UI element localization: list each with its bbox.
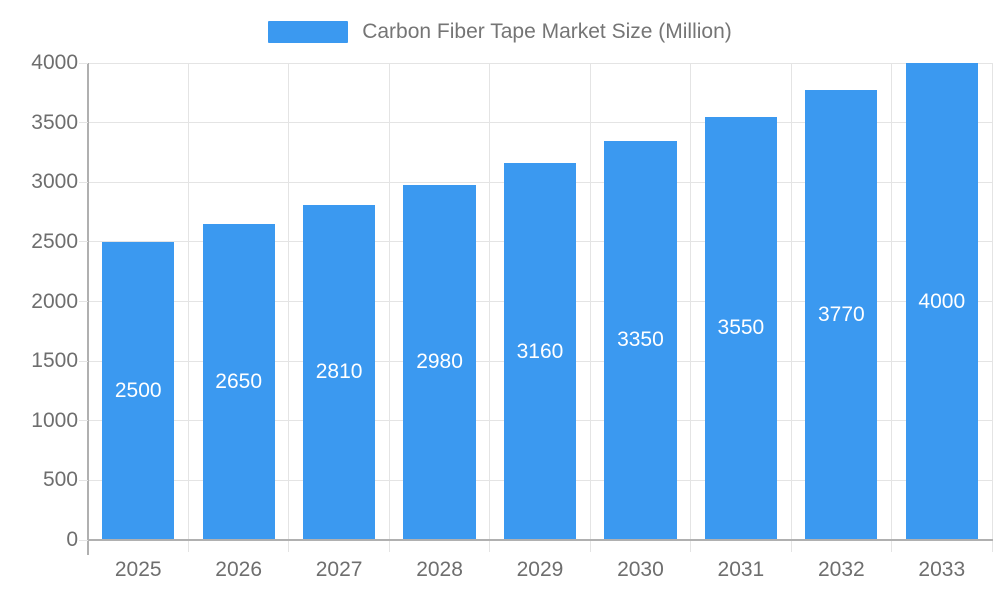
y-tick (79, 62, 88, 64)
gridline-horizontal (88, 122, 992, 124)
y-tick (79, 539, 88, 541)
x-tick (288, 541, 290, 552)
bar-2026[interactable]: 2650 (202, 224, 275, 540)
y-axis-tick-label: 4000 (31, 51, 78, 74)
bar-value-label: 2650 (215, 370, 263, 393)
gridline-vertical (690, 63, 692, 540)
legend-item[interactable]: Carbon Fiber Tape Market Size (Million) (0, 12, 1000, 52)
x-axis-corner-tick (87, 541, 89, 555)
plot-area: 2500 2650 2810 2980 3160 3350 3550 3770 4000 (88, 62, 993, 540)
x-tick (589, 541, 591, 552)
y-axis-tick-label: 500 (42, 468, 78, 492)
gridline-vertical (187, 63, 189, 540)
bar-value-label: 2500 (114, 378, 162, 402)
y-tick (79, 301, 88, 302)
bar-2027[interactable]: 2810 (302, 204, 376, 540)
gridline-vertical (388, 63, 390, 540)
gridline-vertical (489, 63, 491, 540)
gridline-horizontal (88, 62, 992, 64)
y-tick (79, 122, 88, 124)
gridline-vertical (790, 63, 792, 540)
gridline-vertical (288, 63, 290, 540)
y-axis-tick-label: 1500 (31, 349, 78, 373)
y-axis-tick-label: 2000 (31, 289, 78, 313)
bar-2031[interactable]: 3550 (704, 116, 778, 540)
y-tick (79, 360, 88, 362)
x-axis-tick-label: 2029 (516, 558, 564, 581)
x-tick (187, 541, 189, 552)
y-axis-tick-label: 3500 (31, 110, 78, 134)
x-tick (991, 541, 993, 552)
y-tick (79, 181, 88, 183)
bar-2025[interactable]: 2500 (102, 241, 175, 540)
y-axis-tick-label: 1000 (31, 408, 78, 432)
x-tick (690, 541, 692, 552)
bar-value-label: 3350 (617, 328, 664, 352)
x-tick (790, 541, 792, 552)
x-tick (388, 541, 390, 552)
bar-2030[interactable]: 3350 (604, 140, 677, 540)
y-axis-tick-label: 3000 (31, 170, 78, 194)
x-axis-tick-label: 2033 (918, 558, 966, 581)
bar-value-label: 2980 (416, 350, 463, 374)
legend-swatch-icon (268, 21, 349, 43)
bar-value-label: 3770 (817, 303, 865, 327)
gridline-vertical (891, 63, 893, 540)
x-axis-tick-label: 2025 (114, 558, 162, 581)
bar-value-label: 3550 (717, 316, 765, 340)
gridline-vertical (589, 63, 591, 540)
y-tick (79, 241, 88, 243)
bar-2029[interactable]: 3160 (503, 163, 577, 540)
bar-value-label: 4000 (918, 289, 966, 313)
bar-2033[interactable]: 4000 (905, 63, 978, 540)
legend-label: Carbon Fiber Tape Market Size (Million) (362, 20, 732, 43)
x-axis-tick-label: 2028 (416, 558, 463, 581)
x-tick (891, 541, 893, 552)
x-axis-tick-label: 2030 (617, 558, 664, 581)
y-axis-line (87, 63, 89, 555)
bar-2028[interactable]: 2980 (403, 184, 476, 540)
x-axis-line (88, 539, 993, 541)
x-axis-tick-label: 2032 (817, 558, 865, 581)
bar-2032[interactable]: 3770 (805, 90, 878, 540)
bar-value-label: 3160 (516, 339, 564, 363)
x-axis-tick-label: 2027 (315, 558, 363, 581)
y-axis-tick-label: 2500 (31, 229, 78, 253)
y-tick (79, 420, 88, 422)
bar-value-label: 2810 (315, 360, 363, 384)
x-axis-tick-label: 2026 (215, 558, 263, 581)
x-axis-tick-label: 2031 (717, 558, 765, 581)
y-tick (79, 479, 88, 481)
x-tick (489, 541, 491, 552)
gridline-vertical (991, 63, 993, 540)
y-axis-tick-label: 0 (66, 528, 78, 551)
